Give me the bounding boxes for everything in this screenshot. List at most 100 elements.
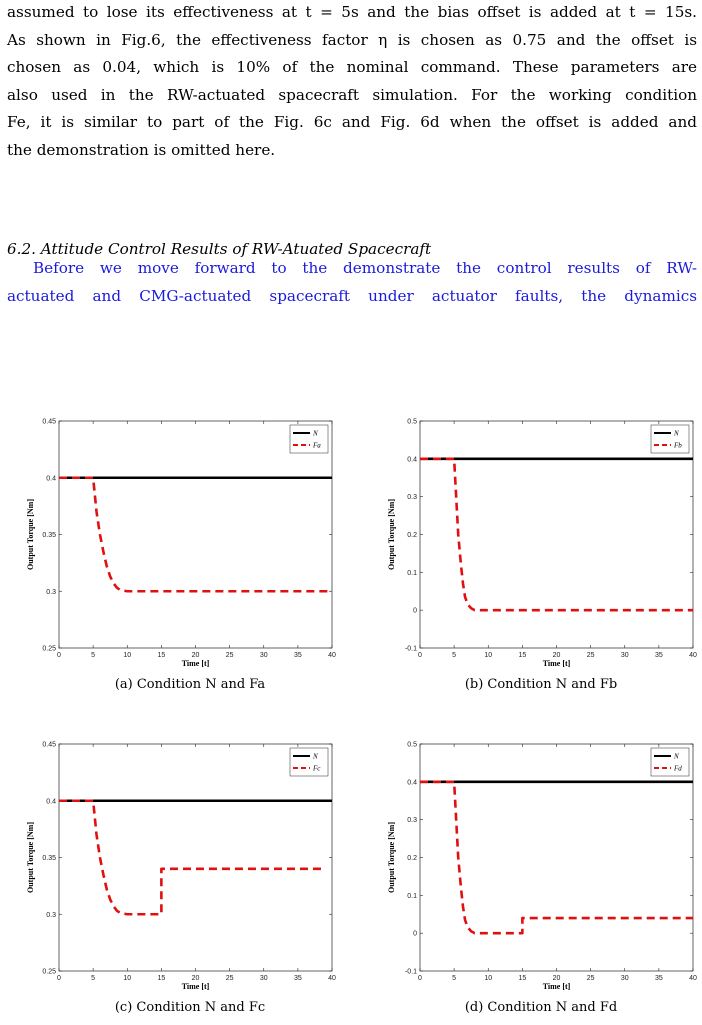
x-tick-label: 5 <box>91 975 95 982</box>
y-axis-label: Output Torque [Nm] <box>387 822 396 893</box>
body-line: also used in the RW-actuated spacecraft … <box>7 85 697 104</box>
y-tick-label: 0.2 <box>407 532 417 539</box>
x-tick-label: 10 <box>484 975 492 982</box>
x-tick-label: 30 <box>621 652 629 659</box>
x-tick-label: 20 <box>192 975 200 982</box>
legend-label: N <box>673 753 679 761</box>
body-paragraph: assumed to lose its effectiveness at t =… <box>7 0 697 164</box>
y-axis-label: Output Torque [Nm] <box>26 822 35 893</box>
y-tick-label: 0.2 <box>407 855 417 862</box>
x-tick-label: 15 <box>157 975 165 982</box>
y-tick-label: 0.45 <box>42 742 56 749</box>
x-tick-label: 20 <box>553 652 561 659</box>
y-axis-label: Output Torque [Nm] <box>387 499 396 570</box>
x-tick-label: 10 <box>123 652 131 659</box>
fault-series-line <box>59 799 322 916</box>
x-tick-label: 15 <box>518 975 526 982</box>
chart-d: 0 5 10 15 20 25 30 35 40-0.100.10.20.30.40.5Time… <box>387 742 697 992</box>
caption-c: (c) Condition N and Fc <box>114 1000 266 1015</box>
x-tick-label: 40 <box>689 975 697 982</box>
x-tick-label: 25 <box>587 652 595 659</box>
x-tick-label: 5 <box>91 652 95 659</box>
body-line: assumed to lose its effectiveness at t =… <box>7 3 697 21</box>
x-axis-label: Time [t] <box>543 659 571 668</box>
x-tick-label: 0 <box>57 652 61 659</box>
chart-a: 0 5 10 15 20 25 30 35 40 0.25 0.3 0.35 0.4 0.45 Time [… <box>26 419 336 669</box>
caption-a: (a) Condition N and Fa <box>114 677 266 692</box>
legend-box <box>289 424 329 454</box>
x-tick-label: 20 <box>553 975 561 982</box>
y-tick-label: 0.3 <box>46 912 56 919</box>
y-axis-label: Output Torque [Nm] <box>26 499 35 570</box>
x-tick-label: 30 <box>621 975 629 982</box>
y-tick-label: -0.1 <box>405 646 417 653</box>
y-tick-label: 0.5 <box>407 419 417 426</box>
y-tick-label: 0.4 <box>46 798 56 805</box>
x-tick-label: 25 <box>226 975 234 982</box>
x-axis-label: Time [t] <box>543 982 571 991</box>
x-tick-label: 30 <box>260 975 268 982</box>
y-tick-label: 0 <box>413 931 417 938</box>
legend-label: N <box>673 430 679 438</box>
plot-frame <box>419 743 694 972</box>
x-tick-label: 15 <box>518 652 526 659</box>
x-tick-label: 5 <box>452 652 456 659</box>
x-tick-label: 20 <box>192 652 200 659</box>
x-tick-label: 35 <box>294 975 302 982</box>
x-tick-label: 25 <box>587 975 595 982</box>
x-tick-label: 15 <box>157 652 165 659</box>
intro-line: Before we move forward to the demonstrat… <box>33 259 697 277</box>
y-tick-label: 0.4 <box>407 456 417 463</box>
y-tick-label: 0.35 <box>42 855 56 862</box>
x-tick-label: 5 <box>452 975 456 982</box>
y-tick-label: 0.5 <box>407 742 417 749</box>
y-tick-label: 0.35 <box>42 532 56 539</box>
body-line: the demonstration is omitted here. <box>7 140 276 159</box>
y-tick-label: 0 <box>413 608 417 615</box>
plot-frame <box>58 743 333 972</box>
legend-label: Fc <box>312 765 321 773</box>
x-tick-label: 40 <box>328 652 336 659</box>
x-tick-label: 35 <box>655 652 663 659</box>
y-tick-label: 0.3 <box>46 589 56 596</box>
x-tick-label: 35 <box>294 652 302 659</box>
legend-label: Fb <box>673 442 682 450</box>
legend-label: N <box>312 753 318 761</box>
fault-series-line <box>420 457 693 612</box>
section-heading: 6.2. Attitude Control Results of RW-Atua… <box>7 240 432 258</box>
x-tick-label: 0 <box>418 652 422 659</box>
legend-box <box>650 424 690 454</box>
x-axis-label: Time [t] <box>182 982 210 991</box>
x-tick-label: 10 <box>484 652 492 659</box>
x-tick-label: 10 <box>123 975 131 982</box>
x-tick-label: 40 <box>689 652 697 659</box>
legend-box <box>289 747 329 777</box>
x-tick-label: 30 <box>260 652 268 659</box>
chart-c: 0 5 10 15 20 25 30 35 40 0.25 0.3 0.35 0.4 0.45 Time [… <box>26 742 336 992</box>
y-tick-label: -0.1 <box>405 969 417 976</box>
x-tick-label: 35 <box>655 975 663 982</box>
intro-line: actuated and CMG-actuated spacecraft und… <box>7 286 697 305</box>
legend-label: N <box>312 430 318 438</box>
y-tick-label: 0.4 <box>407 779 417 786</box>
x-axis-label: Time [t] <box>182 659 210 668</box>
y-tick-label: 0.25 <box>42 969 56 976</box>
y-tick-label: 0.3 <box>407 817 417 824</box>
legend-label: Fd <box>673 765 682 773</box>
fault-series-line <box>420 780 693 935</box>
x-tick-label: 40 <box>328 975 336 982</box>
body-line: chosen as 0.04, which is 10% of the nomi… <box>7 58 697 76</box>
fault-series-line <box>59 476 332 593</box>
body-line: As shown in Fig.6, the effectiveness fac… <box>7 30 697 49</box>
y-tick-label: 0.25 <box>42 646 56 653</box>
intro-paragraph: Before we move forward to the demonstrat… <box>7 255 697 310</box>
y-tick-label: 0.1 <box>407 570 417 577</box>
legend-box <box>650 747 690 777</box>
y-tick-label: 0.4 <box>46 475 56 482</box>
caption-b: (b) Condition N and Fb <box>464 677 618 692</box>
body-line: Fe, it is similar to part of the Fig. 6c… <box>7 113 697 131</box>
chart-b: 0 5 10 15 20 25 30 35 40-0.100.10.20.30.40.5Time… <box>387 419 697 669</box>
y-tick-label: 0.45 <box>42 419 56 426</box>
y-tick-label: 0.3 <box>407 494 417 501</box>
legend-label: Fa <box>312 442 321 450</box>
